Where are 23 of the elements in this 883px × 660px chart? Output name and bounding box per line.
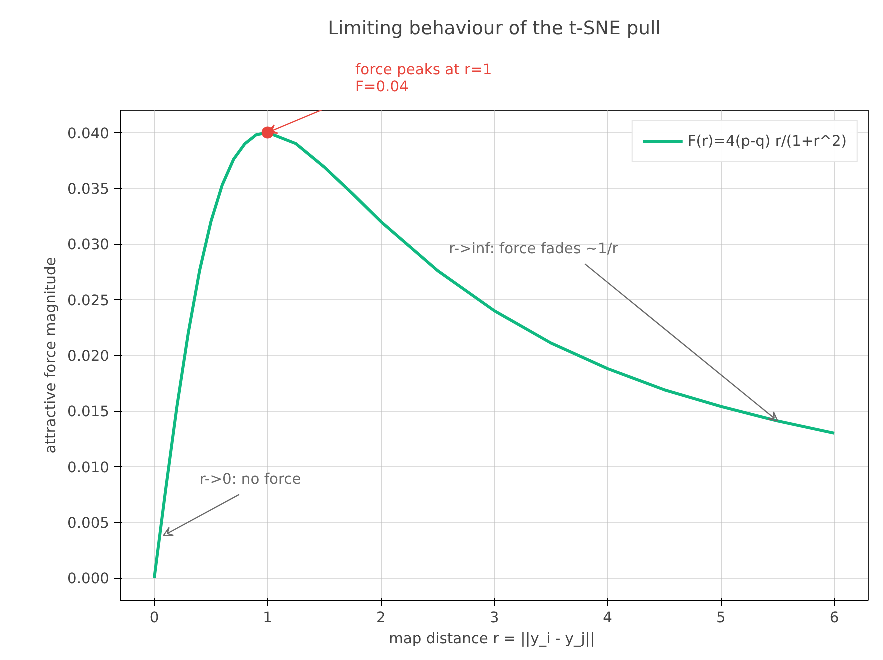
y-tick-label: 0.025 [68,292,110,310]
annotation: r->inf: force fades ~1/r [449,240,620,258]
chart-title: Limiting behaviour of the t-SNE pull [328,18,661,40]
x-tick-label: 5 [716,610,726,626]
y-tick-label: 0.030 [68,236,110,254]
x-tick-label: 6 [830,610,840,626]
x-tick-label: 0 [150,610,160,626]
x-tick-label: 1 [263,610,272,626]
y-tick-label: 0.035 [68,180,110,198]
x-axis-title: map distance r = ||y_i - y_j|| [389,630,596,648]
legend-label: F(r)=4(p-q) r/(1+r^2) [688,132,847,150]
annotation: r->0: no force [200,471,302,488]
x-tick-label: 2 [376,610,386,626]
y-tick-label: 0.000 [68,570,110,588]
y-axis-title: attractive force magnitude [42,257,60,454]
y-tick-label: 0.005 [68,515,110,532]
annotation: force peaks at r=1 F=0.04 [356,62,492,96]
y-tick-label: 0.015 [68,404,110,421]
y-tick-label: 0.010 [68,459,110,476]
y-tick-label: 0.040 [68,125,110,142]
y-tick-label: 0.020 [68,348,110,365]
x-tick-label: 4 [603,610,612,626]
x-tick-label: 3 [490,610,500,626]
